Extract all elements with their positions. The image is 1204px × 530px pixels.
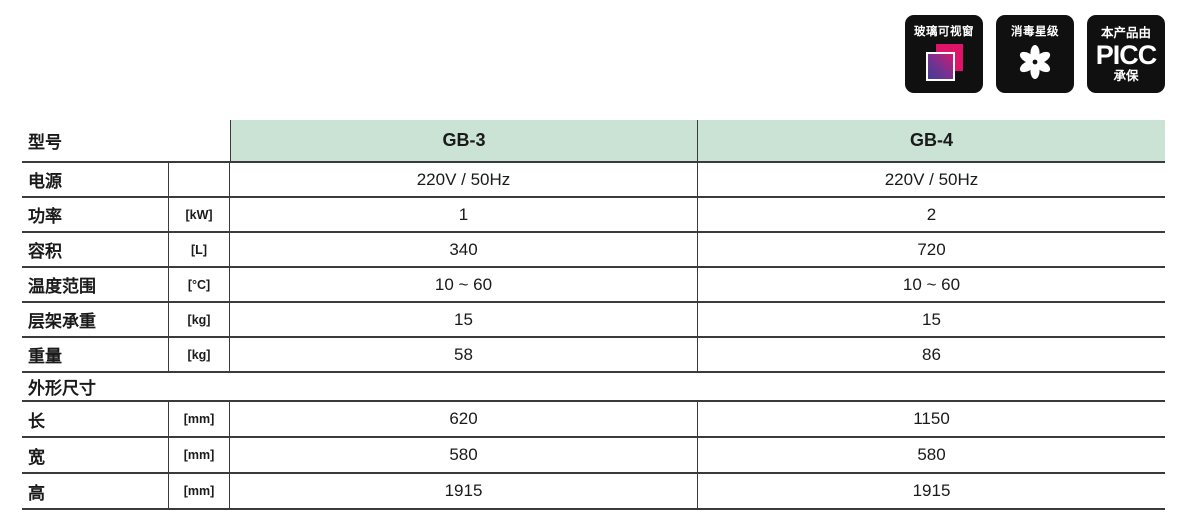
gb4-value: 2 — [697, 198, 1165, 231]
table-row-volume: 容积 [L] 340 720 — [22, 233, 1165, 268]
table-row-temperature-range: 温度范围 [°C] 10 ~ 60 10 ~ 60 — [22, 268, 1165, 303]
row-unit: [mm] — [168, 438, 230, 472]
gb3-value: 15 — [454, 309, 473, 329]
gb4-value: 10 ~ 60 — [697, 268, 1165, 301]
table-row-power: 功率 [kW] 1 2 — [22, 198, 1165, 233]
gb3-value: 580 — [449, 445, 478, 464]
badge-picc-insurance: 本产品由 PICC 承保 — [1087, 15, 1165, 93]
row-label: 宽 — [28, 447, 45, 467]
gb3-value: 1915 — [444, 481, 483, 500]
gb4-value: 86 — [697, 338, 1165, 371]
spec-table: 型号 GB-3 GB-4 电源 220V / 50Hz 220V / 50Hz … — [22, 120, 1165, 510]
badge-glass-window: 玻璃可视窗 — [905, 15, 983, 93]
table-row-width: 宽 [mm] 580 580 — [22, 438, 1165, 474]
row-label: 电源 — [28, 172, 62, 191]
table-row-length: 长 [mm] 620 1150 — [22, 402, 1165, 438]
row-unit — [168, 163, 230, 196]
table-row-power-supply: 电源 220V / 50Hz 220V / 50Hz — [22, 163, 1165, 198]
row-unit: [°C] — [168, 268, 230, 301]
certification-badges: 玻璃可视窗 消毒星级 本产品由 PICC — [905, 15, 1165, 93]
row-unit: [L] — [168, 233, 230, 266]
gb3-value: 340 — [449, 239, 478, 259]
model-label: 型号 — [28, 133, 62, 152]
row-unit: [mm] — [168, 402, 230, 436]
row-unit: [kg] — [168, 303, 230, 336]
row-label: 高 — [28, 483, 45, 503]
glass-window-icon — [925, 44, 963, 82]
row-label: 容积 — [28, 242, 62, 261]
gb4-value: 720 — [697, 233, 1165, 266]
gb3-value: 10 ~ 60 — [434, 274, 493, 294]
section-label: 外形尺寸 — [28, 379, 96, 398]
gb4-value: 15 — [697, 303, 1165, 336]
table-section-dimensions: 外形尺寸 — [22, 373, 1165, 402]
row-label: 功率 — [28, 207, 62, 226]
row-unit: [kg] — [168, 338, 230, 371]
badge-disinfection-label: 消毒星级 — [1011, 26, 1059, 38]
glass-window-icon-front-square — [926, 52, 955, 81]
table-row-weight: 重量 [kg] 58 86 — [22, 338, 1165, 373]
table-row-shelf-load: 层架承重 [kg] 15 15 — [22, 303, 1165, 338]
row-unit: [mm] — [168, 474, 230, 508]
column-header-gb4: GB-4 — [697, 120, 1165, 161]
gb3-value: 1 — [458, 204, 469, 224]
picc-logo: PICC — [1095, 40, 1158, 70]
table-row-height: 高 [mm] 1915 1915 — [22, 474, 1165, 510]
row-unit: [kW] — [168, 198, 230, 231]
badge-disinfection-star: 消毒星级 — [996, 15, 1074, 93]
gb4-value: 580 — [697, 438, 1165, 472]
gb3-value: 220V / 50Hz — [416, 169, 511, 189]
row-label: 长 — [28, 411, 45, 431]
gb3-value: 620 — [449, 409, 478, 428]
table-header-row: 型号 GB-3 GB-4 — [22, 120, 1165, 163]
row-label: 温度范围 — [28, 277, 96, 296]
gb4-value: 220V / 50Hz — [697, 163, 1165, 196]
row-label: 层架承重 — [28, 312, 96, 331]
picc-badge-top-label: 本产品由 — [1100, 26, 1151, 40]
gb4-value: 1915 — [697, 474, 1165, 508]
flower-star-icon — [1019, 45, 1051, 79]
badge-glass-window-label: 玻璃可视窗 — [914, 26, 974, 38]
gb3-value: 58 — [454, 344, 473, 364]
gb4-value: 1150 — [697, 402, 1165, 436]
column-header-gb3: GB-3 — [230, 120, 697, 161]
row-label: 重量 — [28, 347, 62, 366]
picc-badge-bottom-label: 承保 — [1113, 69, 1139, 83]
